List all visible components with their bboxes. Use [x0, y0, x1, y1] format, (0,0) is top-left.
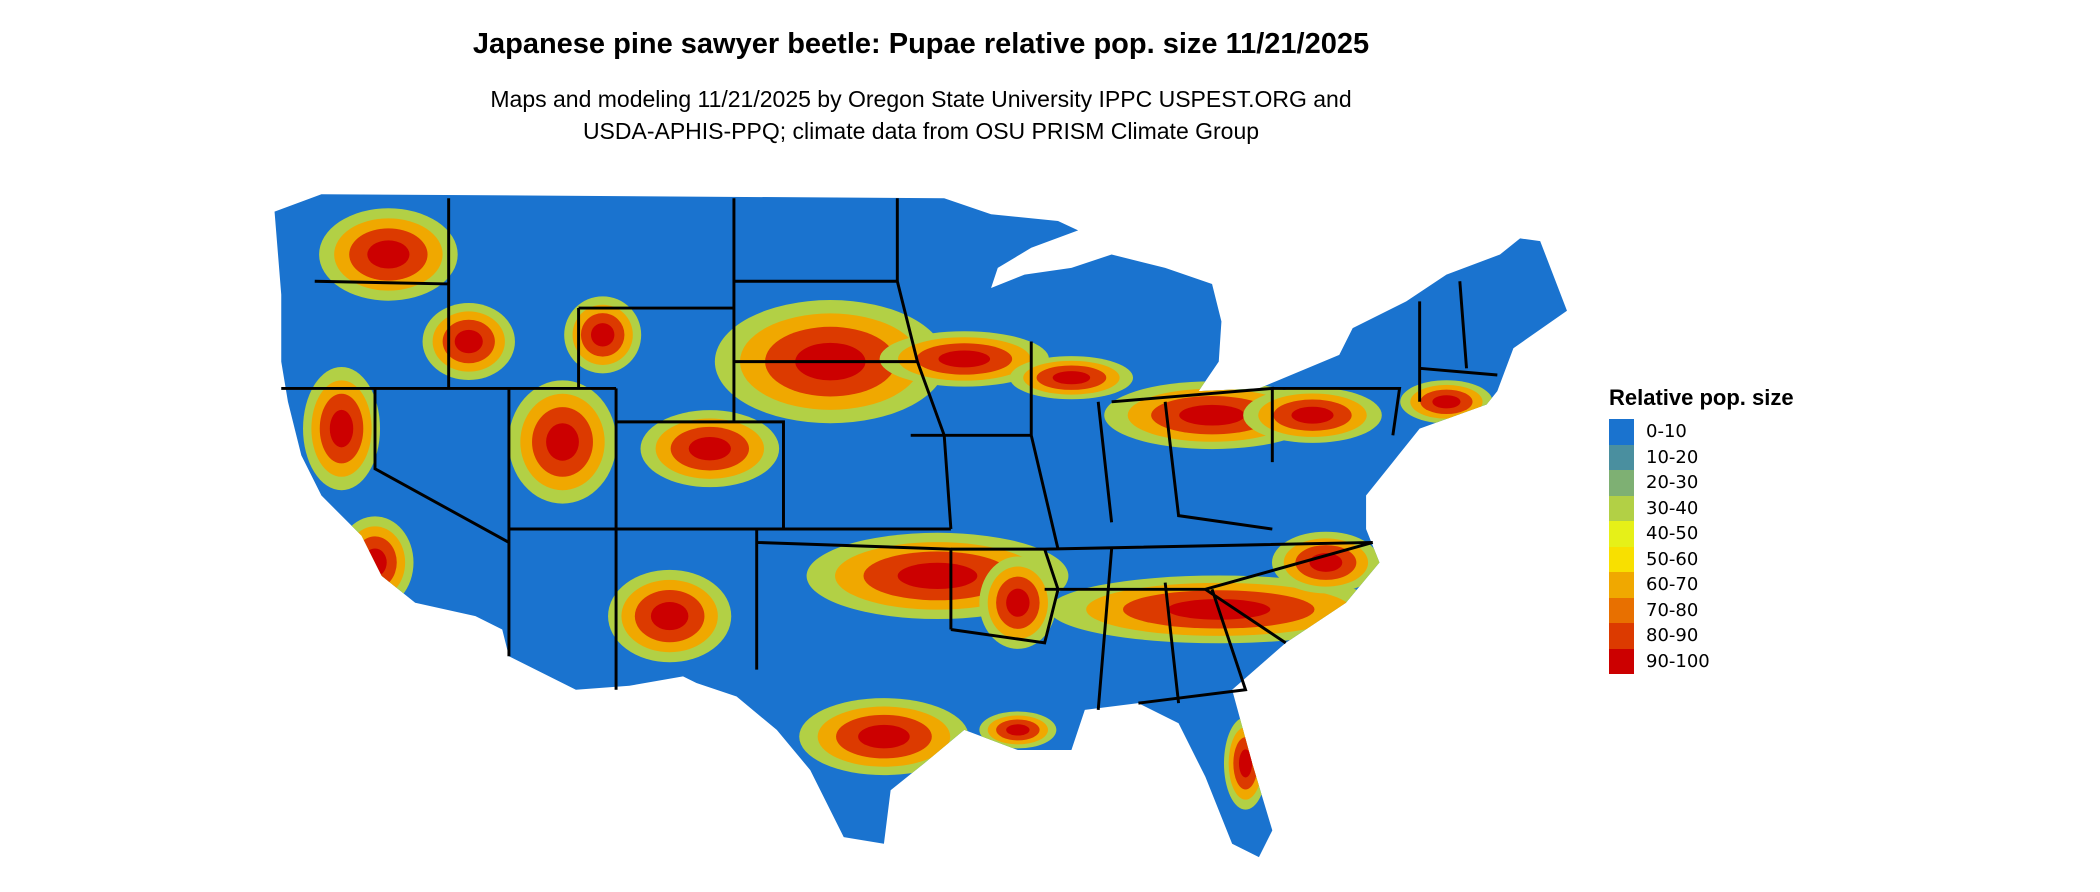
legend-swatch [1609, 444, 1634, 470]
legend-item: 40-50 [1609, 521, 1794, 547]
legend-label: 30-40 [1646, 497, 1699, 519]
legend-item: 10-20 [1609, 444, 1794, 470]
legend-swatch [1609, 470, 1634, 496]
map-subtitle-line-2: USDA-APHIS-PPQ; climate data from OSU PR… [582, 118, 1260, 144]
hotspot-region [1432, 395, 1461, 409]
legend-item: 0-10 [1609, 419, 1794, 445]
legend-label: 60-70 [1646, 574, 1699, 596]
legend-swatch [1609, 419, 1634, 445]
hotspot-region [1291, 406, 1334, 424]
legend-swatch [1609, 597, 1634, 623]
legend-label: 50-60 [1646, 548, 1699, 570]
legend-label: 10-20 [1646, 446, 1699, 468]
legend-title: Relative pop. size [1609, 385, 1794, 410]
legend-item: 30-40 [1609, 495, 1794, 521]
hotspot-region [858, 724, 910, 749]
hotspot-region [938, 350, 991, 368]
hotspot-region [590, 323, 615, 347]
hotspot-region [1238, 749, 1253, 778]
legend-swatch [1609, 648, 1634, 674]
legend-label: 90-100 [1646, 650, 1710, 672]
hotspot-region [1179, 404, 1245, 426]
hotspot-region [546, 423, 579, 461]
legend-label: 40-50 [1646, 523, 1699, 545]
legend-swatch [1609, 572, 1634, 598]
legend-swatch [1609, 546, 1634, 572]
legend-item: 80-90 [1609, 623, 1794, 649]
legend-item: 60-70 [1609, 572, 1794, 598]
hotspot-region [329, 409, 354, 448]
legend-label: 20-30 [1646, 472, 1699, 494]
legend-item: 20-30 [1609, 470, 1794, 496]
legend-item: 70-80 [1609, 597, 1794, 623]
hotspot-region [1052, 371, 1091, 385]
legend-label: 80-90 [1646, 625, 1699, 647]
hotspot-region [1006, 724, 1030, 736]
legend-label: 0-10 [1646, 421, 1687, 443]
map-title: Japanese pine sawyer beetle: Pupae relat… [472, 28, 1370, 60]
legend-swatch [1609, 495, 1634, 521]
legend-item: 50-60 [1609, 546, 1794, 572]
hotspot-region [363, 548, 387, 577]
hotspot-region [1006, 588, 1030, 617]
map-subtitle-line-1: Maps and modeling 11/21/2025 by Oregon S… [490, 86, 1352, 112]
hotspot-region [367, 240, 410, 269]
legend-label: 70-80 [1646, 599, 1699, 621]
legend-item: 90-100 [1609, 648, 1794, 674]
state-borders [281, 198, 1498, 710]
hotspot-region [650, 602, 689, 631]
hotspot-region [897, 562, 978, 590]
legend-swatch [1609, 521, 1634, 547]
hotspot-region [688, 436, 731, 461]
legend: Relative pop. size 0-10 10-20 20-30 30-40 40… [1609, 385, 1794, 674]
hotspot-region [454, 329, 483, 354]
legend-swatch [1609, 623, 1634, 649]
